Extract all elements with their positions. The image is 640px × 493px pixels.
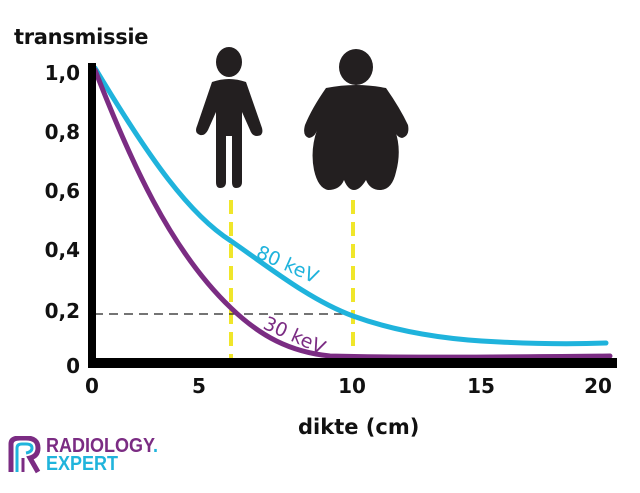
label-30kev: 30 keV [260,312,329,359]
logo-r-mark-icon [8,436,41,474]
x-tick-20: 20 [584,374,612,398]
curve-80kev [92,65,609,347]
y-tick-1-0: 1,0 [44,61,80,85]
heavy-person-icon [304,49,409,190]
y-tick-0-4: 0,4 [44,238,80,262]
y-tick-0-2: 0,2 [44,299,80,323]
x-tick-15: 15 [467,374,495,398]
x-axis [88,358,617,368]
y-axis [88,63,96,368]
x-axis-title: dikte (cm) [298,415,420,439]
y-tick-0-8: 0,8 [44,120,80,144]
logo-text-radiology: RADIOLOGY. [46,435,159,457]
curve-30kev [92,67,613,360]
x-tick-0: 0 [85,374,99,398]
y-tick-0: 0 [66,354,80,378]
radiology-expert-logo: RADIOLOGY. EXPERT [8,436,178,476]
thin-person-icon [196,47,263,188]
y-axis-title: transmissie [14,25,149,49]
x-tick-10: 10 [338,374,366,398]
x-tick-5: 5 [192,374,206,398]
y-tick-0-6: 0,6 [44,179,80,203]
logo-text-expert: EXPERT [46,453,119,475]
